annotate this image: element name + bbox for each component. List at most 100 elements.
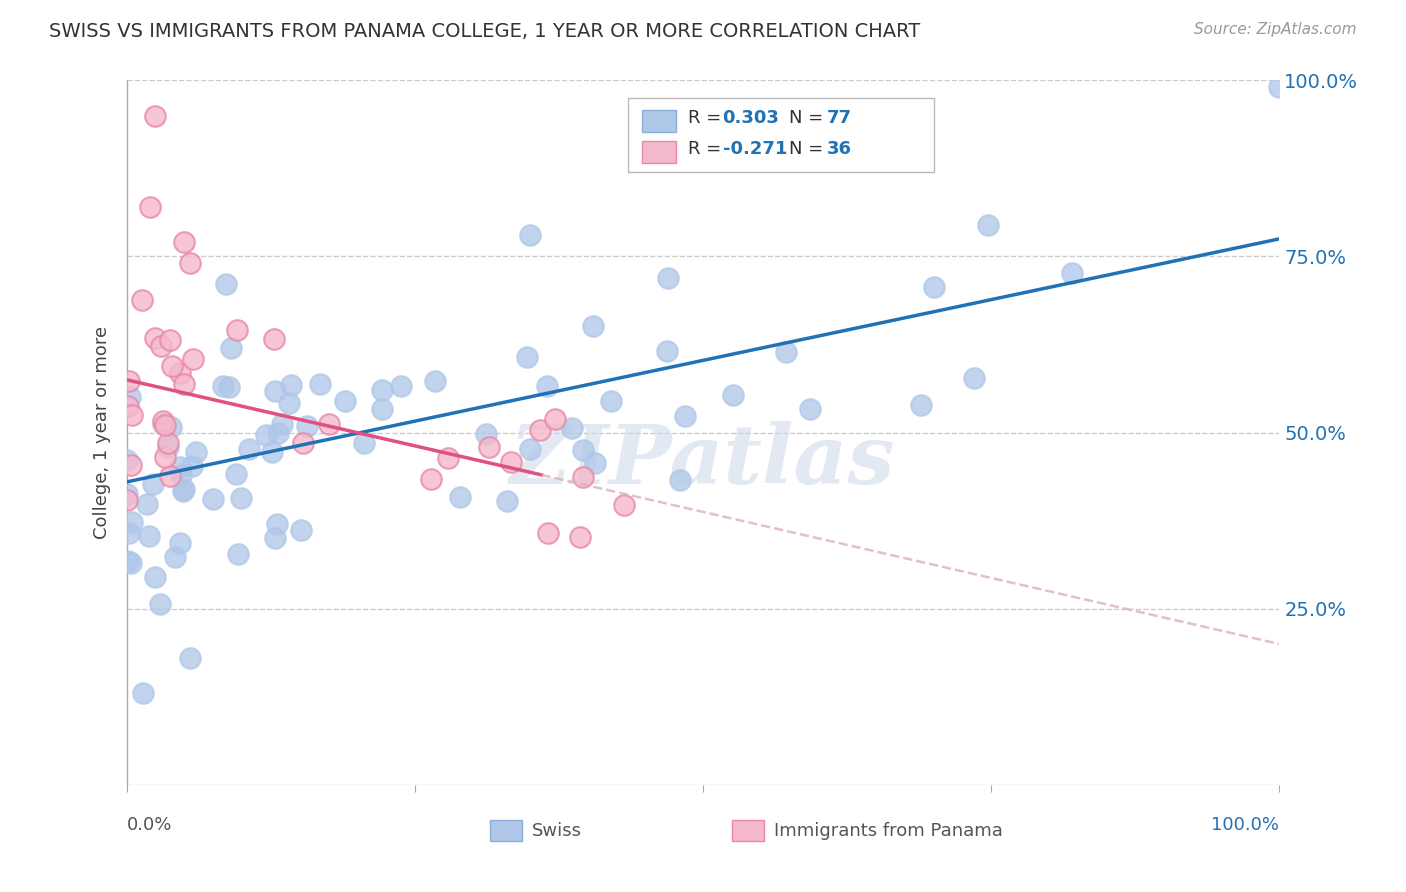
Point (121, 408, 143, 422)
Point (353, 436, 375, 450)
Point (115, 487, 138, 501)
Point (143, 331, 166, 345)
Point (211, 379, 233, 393)
Point (290, 523, 312, 537)
FancyBboxPatch shape (643, 111, 676, 132)
Point (169, 536, 191, 550)
Point (655, 344, 678, 359)
Point (132, 686, 155, 700)
Point (173, 482, 195, 496)
Point (266, 426, 288, 441)
Point (120, 556, 142, 570)
Point (118, 526, 141, 541)
Point (583, 456, 606, 470)
Point (271, 417, 294, 431)
Text: Immigrants from Panama: Immigrants from Panama (775, 822, 1004, 839)
Point (496, 493, 519, 508)
Point (186, 445, 208, 459)
Point (254, 428, 277, 442)
Point (218, 380, 240, 394)
Point (291, 435, 314, 450)
Point (263, 384, 285, 399)
Point (143, 570, 166, 584)
Text: 100.0%: 100.0% (1212, 816, 1279, 834)
Point (775, 345, 797, 359)
Point (423, 375, 446, 389)
Point (150, 339, 173, 353)
Text: N =: N = (790, 109, 830, 127)
Point (169, 366, 191, 380)
Point (117, 399, 139, 413)
Point (155, 450, 177, 464)
Point (910, 398, 932, 412)
Point (1060, 266, 1083, 280)
Point (976, 219, 998, 233)
Point (225, 467, 247, 481)
Point (309, 376, 332, 391)
Point (149, 597, 172, 611)
Point (179, 651, 201, 665)
Text: ZIPatlas: ZIPatlas (510, 421, 896, 500)
Point (799, 401, 821, 416)
Point (118, 374, 141, 388)
Point (219, 342, 242, 356)
Point (163, 549, 186, 564)
Point (170, 468, 193, 483)
Point (160, 359, 183, 374)
Point (202, 491, 225, 506)
Point (582, 319, 605, 334)
Point (155, 418, 177, 433)
Point (157, 435, 180, 450)
Point (173, 376, 195, 391)
Point (159, 469, 181, 483)
Text: SWISS VS IMMIGRANTS FROM PANAMA COLLEGE, 1 YEAR OR MORE CORRELATION CHART: SWISS VS IMMIGRANTS FROM PANAMA COLLEGE,… (49, 22, 921, 41)
Point (572, 469, 595, 483)
Point (263, 332, 285, 346)
Text: Source: ZipAtlas.com: Source: ZipAtlas.com (1194, 22, 1357, 37)
Point (159, 333, 181, 347)
Point (145, 109, 166, 123)
Point (333, 393, 356, 408)
Point (572, 442, 595, 457)
Point (260, 444, 283, 458)
Point (263, 532, 285, 546)
Text: N =: N = (790, 140, 830, 158)
FancyBboxPatch shape (731, 821, 763, 841)
Text: 0.303: 0.303 (723, 109, 779, 127)
Text: 77: 77 (827, 109, 852, 127)
Point (172, 484, 194, 499)
Point (613, 498, 636, 512)
Point (277, 396, 299, 410)
Point (226, 323, 249, 337)
Point (179, 256, 201, 270)
Point (266, 517, 288, 532)
Point (669, 474, 692, 488)
Point (117, 554, 139, 568)
Point (501, 455, 523, 469)
Point (180, 459, 202, 474)
Point (371, 384, 394, 398)
Point (280, 378, 302, 392)
Point (226, 547, 249, 561)
Point (169, 459, 191, 474)
Point (560, 421, 582, 435)
Text: -0.271: -0.271 (723, 140, 787, 158)
Point (138, 528, 160, 542)
Point (229, 491, 252, 505)
Point (474, 426, 496, 441)
Point (436, 451, 458, 466)
Point (160, 420, 183, 434)
Text: Swiss: Swiss (533, 822, 582, 839)
Point (516, 351, 538, 365)
Point (599, 394, 621, 409)
Point (120, 458, 142, 472)
Point (371, 401, 394, 416)
Point (142, 476, 165, 491)
FancyBboxPatch shape (628, 98, 934, 172)
Point (115, 493, 138, 508)
Point (135, 497, 157, 511)
Point (721, 388, 744, 402)
Point (544, 412, 567, 426)
Point (1268, 80, 1291, 95)
Point (131, 293, 153, 307)
